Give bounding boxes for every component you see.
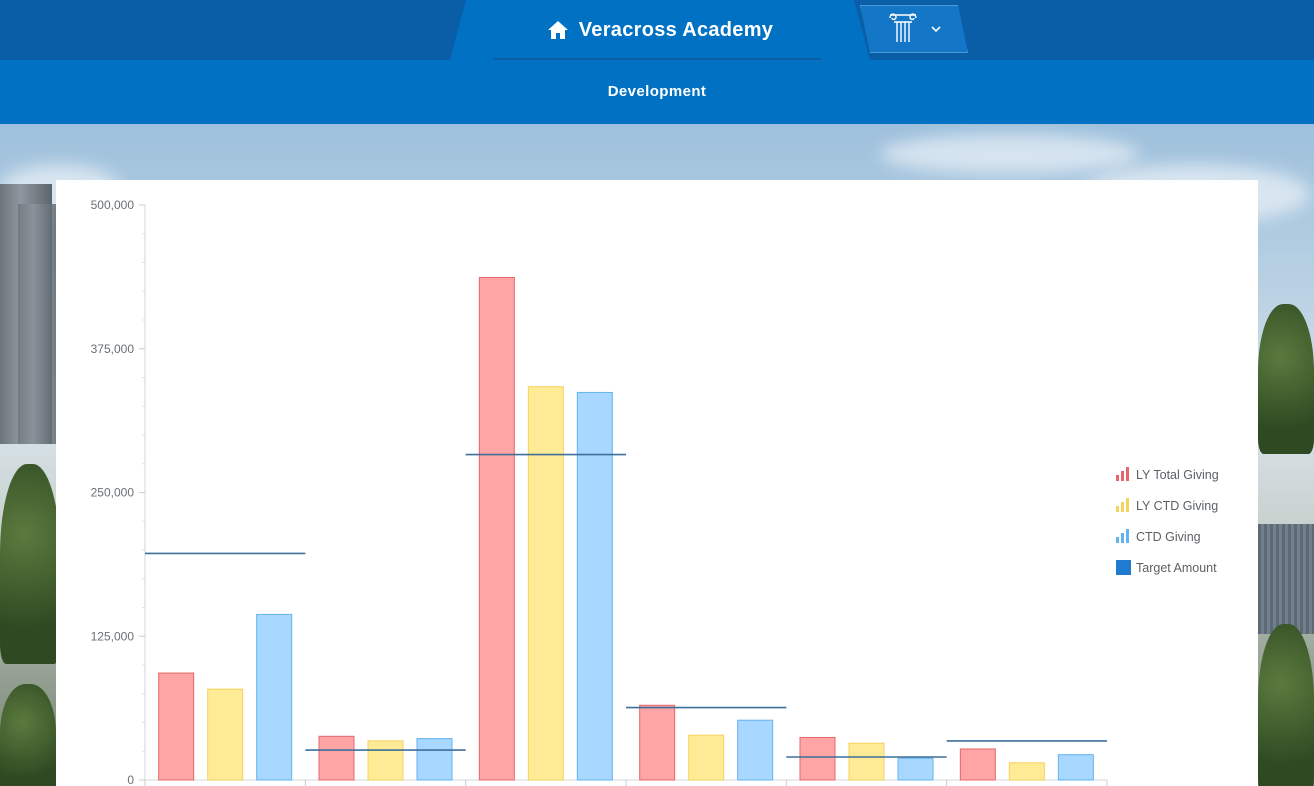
bar-ctd-giving [576,391,613,781]
y-tick-label: 500,000 [91,198,135,212]
legend-swatch-bar [1126,498,1129,512]
legend-swatch-bar [1126,467,1129,481]
bar-ctd-giving [897,757,934,781]
bar-ly-ctd-giving [688,734,725,781]
bar-ly-ctd-giving [848,742,885,781]
bar-ctd-giving [737,719,774,781]
giving-bar-chart: 0 125,000 250,000 375,000 500,000 LY Total Gi… [91,198,1219,786]
bar-ly-total-giving [639,704,676,781]
y-tick-label: 0 [127,773,134,786]
y-tick-label: 250,000 [91,486,135,500]
bar-ctd-giving [416,738,453,781]
top-bar: Veracross Academy [0,0,1314,60]
chart-panel: 0 125,000 250,000 375,000 500,000 LY Total Gi… [56,180,1258,786]
chevron-down-icon [931,20,941,38]
legend-swatch-bar [1121,502,1124,512]
y-tick-label: 125,000 [91,629,135,643]
bar-ly-total-giving [318,735,355,781]
legend-label: LY Total Giving [1136,468,1219,482]
legend-swatch-bar [1116,475,1119,481]
legend-label: Target Amount [1136,561,1217,575]
tab-underline [493,58,821,60]
bar-ly-ctd-giving [367,740,404,781]
column-logo-icon [887,10,919,49]
bar-ly-ctd-giving [1008,762,1045,781]
bar-ly-total-giving [959,748,996,781]
bar-ly-total-giving [799,736,836,781]
legend-label: LY CTD Giving [1136,499,1218,513]
bar-ctd-giving [256,613,293,781]
legend-swatch-bar [1126,529,1129,543]
bar-ly-total-giving [478,276,515,781]
home-icon [547,20,569,40]
legend-swatch-bar [1121,533,1124,543]
school-logo-menu-button[interactable] [860,5,968,53]
y-tick-label: 375,000 [91,342,135,356]
sub-navigation: Development [0,60,1314,124]
legend-swatch-bar [1121,471,1124,481]
bar-ly-ctd-giving [207,688,244,781]
legend-label: CTD Giving [1136,530,1201,544]
bar-ctd-giving [1057,754,1094,781]
bar-ly-total-giving [158,672,195,781]
bar-ly-ctd-giving [527,386,564,781]
legend-swatch-bar [1116,506,1119,512]
legend-swatch-target [1116,560,1131,575]
home-link[interactable]: Veracross Academy [450,0,870,60]
legend-swatch-bar [1116,537,1119,543]
nav-development[interactable]: Development [607,83,707,100]
app-title: Veracross Academy [578,18,774,41]
